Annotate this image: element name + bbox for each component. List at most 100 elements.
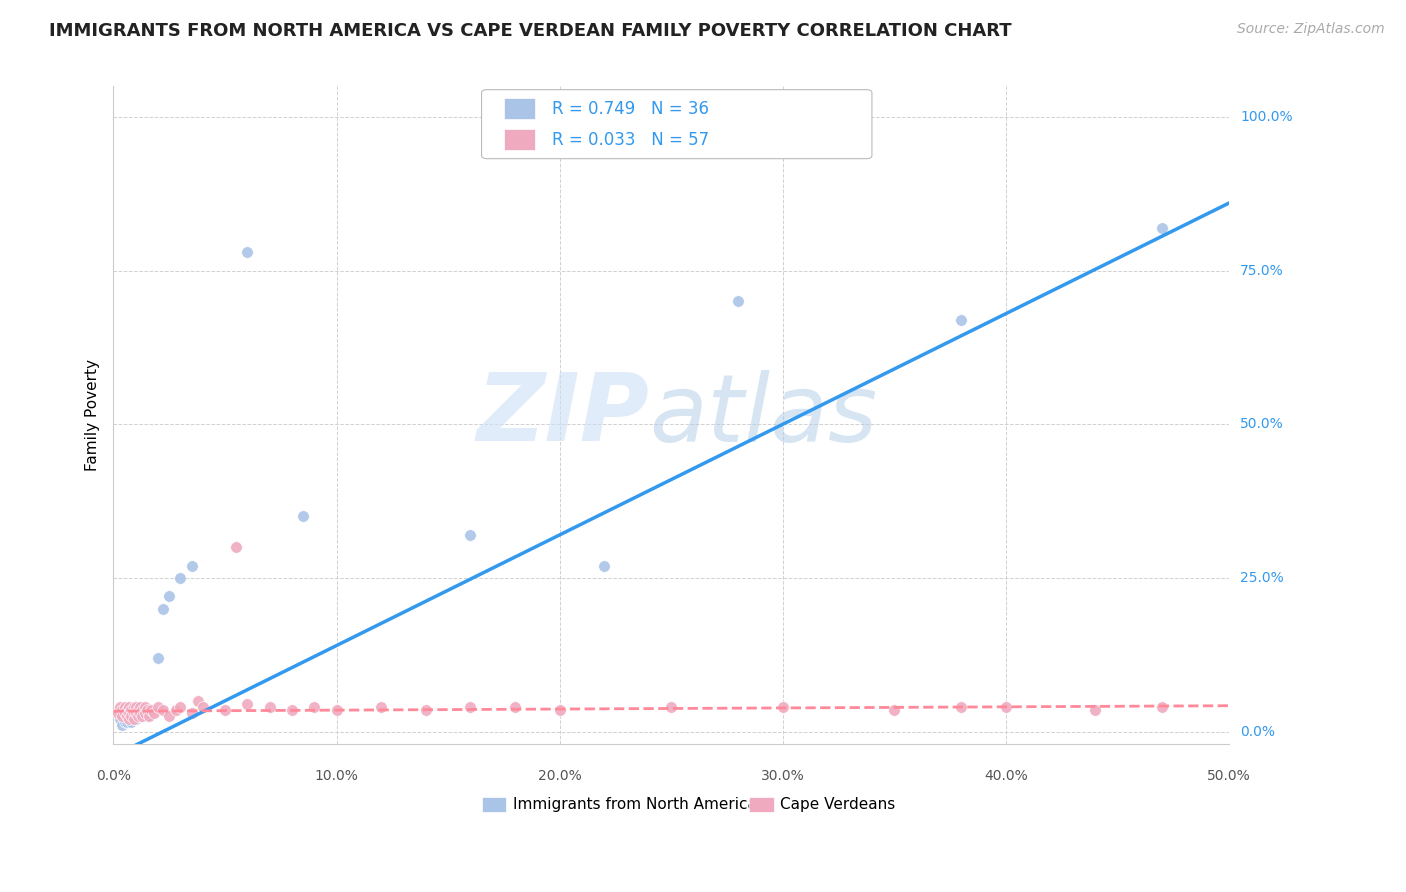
Point xyxy=(236,697,259,711)
Text: Cape Verdeans: Cape Verdeans xyxy=(780,797,896,812)
Point xyxy=(1150,700,1173,714)
Text: R = 0.033   N = 57: R = 0.033 N = 57 xyxy=(551,131,709,149)
Point xyxy=(659,700,682,714)
Point xyxy=(114,706,136,720)
Point xyxy=(127,709,149,723)
Point xyxy=(141,703,163,717)
Point xyxy=(259,700,281,714)
FancyBboxPatch shape xyxy=(749,797,773,812)
Point xyxy=(225,540,247,554)
Point xyxy=(136,703,159,717)
Point xyxy=(127,703,149,717)
Point xyxy=(127,706,149,720)
Text: Source: ZipAtlas.com: Source: ZipAtlas.com xyxy=(1237,22,1385,37)
Point xyxy=(142,706,165,720)
Point xyxy=(134,700,156,714)
Text: atlas: atlas xyxy=(648,369,877,460)
Point xyxy=(120,709,142,723)
Point xyxy=(118,712,141,726)
Point xyxy=(125,706,148,720)
Point xyxy=(136,709,159,723)
Point xyxy=(236,245,259,260)
FancyBboxPatch shape xyxy=(503,98,536,119)
Point xyxy=(191,700,214,714)
Point xyxy=(134,703,156,717)
Point xyxy=(125,700,148,714)
Point xyxy=(146,650,169,665)
Point xyxy=(187,694,209,708)
Point xyxy=(122,706,145,720)
Point xyxy=(157,709,180,723)
Point xyxy=(325,703,347,717)
Point xyxy=(115,712,138,726)
Text: Immigrants from North America: Immigrants from North America xyxy=(513,797,756,812)
Point xyxy=(214,703,236,717)
Text: 0.0%: 0.0% xyxy=(1240,724,1275,739)
Point xyxy=(180,558,202,573)
Text: 25.0%: 25.0% xyxy=(1240,571,1284,585)
Point xyxy=(152,601,174,615)
Point xyxy=(134,706,156,720)
Point xyxy=(122,700,145,714)
Point xyxy=(129,700,152,714)
Point xyxy=(138,709,160,723)
Point xyxy=(1150,220,1173,235)
Point xyxy=(950,313,973,327)
Point xyxy=(118,706,141,720)
FancyBboxPatch shape xyxy=(482,797,506,812)
Point xyxy=(157,590,180,604)
Point xyxy=(141,706,163,720)
Point xyxy=(129,703,152,717)
Point xyxy=(111,709,134,723)
Point xyxy=(120,703,142,717)
FancyBboxPatch shape xyxy=(482,90,872,159)
Point xyxy=(108,712,131,726)
Point xyxy=(118,706,141,720)
Point xyxy=(138,703,160,717)
Text: 75.0%: 75.0% xyxy=(1240,264,1284,277)
Point xyxy=(122,709,145,723)
Point xyxy=(772,700,794,714)
Text: 30.0%: 30.0% xyxy=(761,769,804,783)
Point xyxy=(115,709,138,723)
FancyBboxPatch shape xyxy=(503,129,536,150)
Point xyxy=(1084,703,1107,717)
Point xyxy=(304,700,326,714)
Point xyxy=(115,703,138,717)
Point xyxy=(169,571,191,585)
Point xyxy=(127,709,149,723)
Point xyxy=(415,703,437,717)
Point xyxy=(108,700,131,714)
Text: 0.0%: 0.0% xyxy=(96,769,131,783)
Point xyxy=(111,718,134,732)
Point xyxy=(118,700,141,714)
Point xyxy=(131,703,153,717)
Point xyxy=(114,706,136,720)
Point xyxy=(129,706,152,720)
Text: 50.0%: 50.0% xyxy=(1240,417,1284,432)
Point xyxy=(122,712,145,726)
Point xyxy=(118,712,141,726)
Point xyxy=(111,703,134,717)
Point xyxy=(281,703,304,717)
Point xyxy=(122,712,145,726)
Point xyxy=(120,715,142,730)
Point xyxy=(115,715,138,730)
Text: 40.0%: 40.0% xyxy=(984,769,1028,783)
Text: IMMIGRANTS FROM NORTH AMERICA VS CAPE VERDEAN FAMILY POVERTY CORRELATION CHART: IMMIGRANTS FROM NORTH AMERICA VS CAPE VE… xyxy=(49,22,1012,40)
Text: 50.0%: 50.0% xyxy=(1206,769,1251,783)
Point xyxy=(950,700,973,714)
Text: ZIP: ZIP xyxy=(477,369,648,461)
Point xyxy=(125,712,148,726)
Text: 100.0%: 100.0% xyxy=(1240,110,1292,124)
Point xyxy=(994,700,1017,714)
Point xyxy=(114,700,136,714)
Point xyxy=(460,528,482,542)
Text: 10.0%: 10.0% xyxy=(315,769,359,783)
Point xyxy=(169,700,191,714)
Point xyxy=(883,703,905,717)
Point xyxy=(107,706,129,720)
Point xyxy=(593,558,616,573)
Point xyxy=(370,700,392,714)
Y-axis label: Family Poverty: Family Poverty xyxy=(86,359,100,471)
